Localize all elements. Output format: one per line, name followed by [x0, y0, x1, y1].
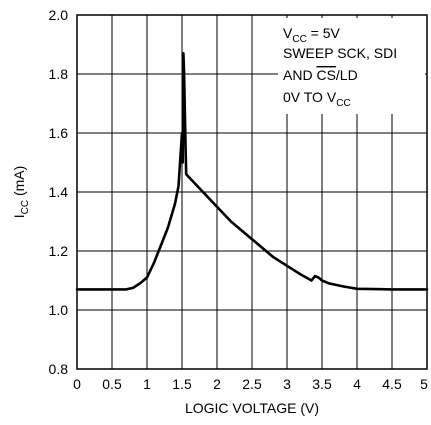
y-tick-label: 1.6: [49, 125, 69, 141]
annotation-line-3-pre: AND: [283, 67, 316, 83]
y-tick-label: 1.4: [49, 184, 69, 200]
y-tick-labels: 0.8 1.0 1.2 1.4 1.6 1.8 2.0: [49, 7, 69, 377]
annotation-line-1: VCC = 5V: [283, 25, 341, 45]
y-tick-label: 2.0: [49, 7, 69, 23]
x-tick-label: 3.5: [312, 376, 332, 392]
y-tick-label: 1.2: [49, 243, 69, 259]
x-axis-label: LOGIC VOLTAGE (V): [185, 400, 319, 416]
annotation-line-3-rest: /LD: [336, 67, 358, 83]
annotation-line-4-main: 0V TO V: [283, 89, 337, 105]
annotation-line-3-overline: CS: [316, 67, 335, 83]
x-tick-label: 3: [283, 376, 291, 392]
annotation-line-4-sub: CC: [336, 98, 350, 109]
x-tick-label: 0.5: [102, 376, 122, 392]
y-axis-label-rest: (mA): [11, 166, 27, 200]
y-axis-label: ICC (mA): [11, 166, 31, 219]
x-tick-label: 0: [73, 376, 81, 392]
plot-frame: [76, 14, 428, 370]
annotation-box: VCC = 5V SWEEP SCK, SDI AND CS/LD 0V TO …: [278, 18, 425, 114]
annotation-background: [278, 18, 425, 114]
y-axis-label-sub: CC: [20, 200, 31, 214]
y-tick-label: 1.8: [49, 66, 69, 82]
y-tick-label: 1.0: [49, 302, 69, 318]
annotation-line-4: 0V TO VCC: [283, 89, 351, 109]
annotation-line-3: AND CS/LD: [283, 67, 358, 83]
x-tick-label: 1.5: [172, 376, 192, 392]
x-tick-label: 1: [143, 376, 151, 392]
x-tick-label: 4: [353, 376, 361, 392]
x-tick-labels: 0 0.5 1 1.5 2 2.5 3 3.5 4 4.5 5: [73, 376, 428, 392]
annotation-line-1-rest: = 5V: [307, 25, 341, 41]
x-tick-label: 2.5: [242, 376, 262, 392]
annotation-line-1-sub: CC: [292, 34, 306, 45]
y-axis-label-main: I: [11, 214, 27, 218]
series-line: [75, 52, 429, 291]
x-tick-label: 2: [213, 376, 221, 392]
annotation-line-1-main: V: [283, 25, 293, 41]
x-tick-label: 5: [420, 376, 428, 392]
y-tick-label: 0.8: [49, 361, 69, 377]
x-tick-label: 4.5: [382, 376, 402, 392]
annotation-line-2: SWEEP SCK, SDI: [283, 45, 397, 61]
